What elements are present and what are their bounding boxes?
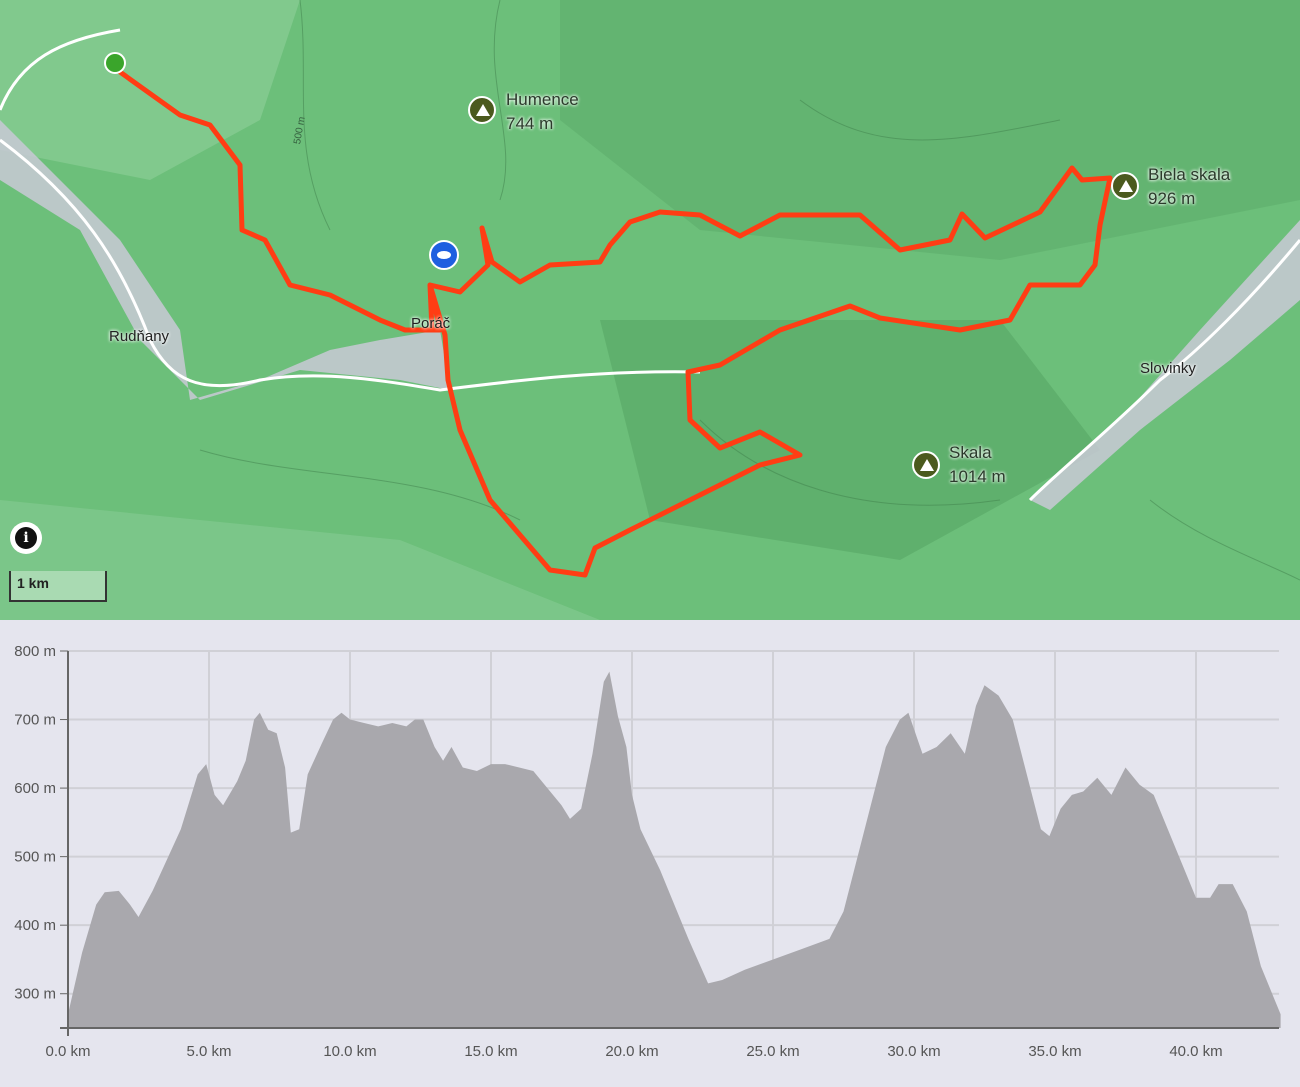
eye-icon[interactable] [429,240,459,270]
y-tick-label: 800 m [14,643,56,660]
peak-label-biela-skala: Biela skala 926 m [1148,163,1230,211]
y-tick-label: 300 m [14,986,56,1003]
town-label: Slovinky [1140,360,1196,377]
x-tick-label: 10.0 km [323,1043,376,1060]
peak-label-skala: Skala 1014 m [949,441,1006,489]
x-tick-label: 15.0 km [464,1043,517,1060]
y-tick-label: 500 m [14,849,56,866]
y-tick-label: 600 m [14,780,56,797]
town-label: Rudňany [109,328,170,345]
peak-name: Skala [949,443,992,462]
map-terrain [0,0,1300,620]
x-tick-label: 5.0 km [186,1043,231,1060]
start-marker[interactable] [104,52,126,74]
peak-icon[interactable] [912,451,940,479]
x-tick-label: 35.0 km [1028,1043,1081,1060]
peak-label-humence: Humence 744 m [506,88,579,136]
x-tick-label: 40.0 km [1169,1043,1222,1060]
town-label: Poráč [411,315,451,332]
y-tick-label: 400 m [14,917,56,934]
x-tick-label: 25.0 km [746,1043,799,1060]
peak-elevation: 744 m [506,114,554,133]
elevation-profile[interactable]: 800 m 700 m 600 m 500 m 400 m 300 m 0.0 km 5.0 … [0,620,1300,1087]
peak-elevation: 926 m [1148,189,1196,208]
x-tick-label: 20.0 km [605,1043,658,1060]
y-tick-label: 700 m [14,712,56,729]
peak-icon[interactable] [468,96,496,124]
peak-icon[interactable] [1111,172,1139,200]
peak-name: Biela skala [1148,165,1231,184]
scale-bar: 1 km [9,571,107,602]
x-tick-label: 30.0 km [887,1043,940,1060]
peak-name: Humence [506,90,579,109]
info-button[interactable]: i [10,522,42,554]
elevation-area [68,671,1281,1028]
map[interactable]: Humence 744 m Biela skala 926 m Skala 1014 … [0,0,1300,620]
x-tick-label: 0.0 km [45,1043,90,1060]
info-icon: i [15,527,37,549]
peak-elevation: 1014 m [949,467,1006,486]
scale-label: 1 km [17,575,49,591]
route-line[interactable] [117,69,1113,578]
